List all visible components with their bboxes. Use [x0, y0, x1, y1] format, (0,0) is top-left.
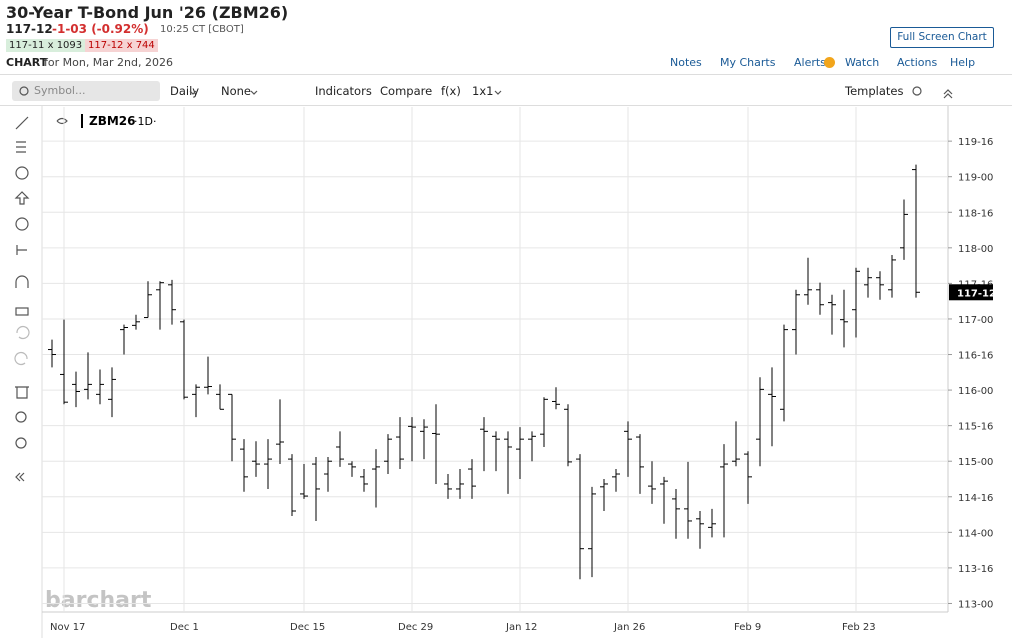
nav-link[interactable]: Watch [845, 56, 880, 69]
y-tick-label: 119-00 [958, 173, 993, 184]
title: 30-Year T-Bond Jun '26 (ZBM26) [6, 3, 289, 22]
y-tick-label: 116-00 [958, 386, 993, 397]
symbol-search[interactable]: Symbol... [12, 81, 160, 101]
x-tick-label: Jan 26 [613, 622, 645, 633]
toolbar-item[interactable]: 1x1 [472, 84, 494, 98]
y-tick-label: 114-00 [958, 528, 993, 539]
watermark: barchart [45, 588, 152, 613]
nav-link[interactable]: Actions [897, 56, 938, 69]
x-tick-label: Dec 29 [398, 622, 433, 633]
x-tick-label: Jan 12 [505, 622, 537, 633]
time: 10:25 CT [CBOT] [160, 24, 244, 35]
y-tick-label: 117-00 [958, 315, 993, 326]
last-price: 117-12 [6, 22, 53, 36]
y-tick-label: 116-16 [958, 351, 993, 362]
chart-label: CHART [6, 56, 48, 69]
last-price-tag [949, 284, 993, 301]
x-tick-label: Feb 9 [734, 622, 761, 633]
y-tick-label: 115-16 [958, 422, 993, 433]
toolbar-item[interactable]: Indicators [315, 84, 372, 98]
legend-symbol: ZBM26 [89, 114, 136, 128]
toolbar-item[interactable]: None [221, 84, 252, 98]
toolbar-item[interactable]: Compare [380, 84, 433, 98]
alert-badge [824, 57, 835, 68]
legend-interval: ·1D· [134, 115, 156, 128]
y-tick-label: 115-00 [958, 457, 993, 468]
y-tick-label: 118-00 [958, 244, 993, 255]
y-tick-label: 113-00 [958, 599, 993, 610]
full-screen-button[interactable]: Full Screen Chart [890, 27, 994, 48]
nav-link[interactable]: Help [950, 56, 976, 69]
divider [0, 105, 1012, 106]
x-tick-label: Nov 17 [50, 622, 85, 633]
toolbar-item[interactable]: f(x) [441, 84, 461, 98]
ask: 117-12 x 744 [85, 39, 158, 52]
y-tick-label: 119-16 [958, 137, 993, 148]
y-tick-label: 118-16 [958, 208, 993, 219]
y-tick-label: 114-16 [958, 493, 993, 504]
tool-icons [14, 86, 953, 482]
x-tick-label: Feb 23 [842, 622, 876, 633]
last-price-label: 117-12 [957, 288, 996, 299]
chart-date: for Mon, Mar 2nd, 2026 [44, 56, 173, 69]
x-tick-label: Dec 1 [170, 622, 199, 633]
nav-link[interactable]: Alerts [794, 56, 826, 69]
divider [0, 74, 1012, 75]
change: -1-03 (-0.92%) [52, 22, 149, 36]
bid: 117-11 x 1093 [6, 39, 86, 52]
nav-link[interactable]: My Charts [720, 56, 776, 69]
x-tick-label: Dec 15 [290, 622, 325, 633]
nav-link[interactable]: Notes [670, 56, 702, 69]
toolbar-item[interactable]: Templates [845, 84, 904, 98]
y-tick-label: 113-16 [958, 564, 993, 575]
toolbar-item[interactable]: Daily [170, 84, 200, 98]
